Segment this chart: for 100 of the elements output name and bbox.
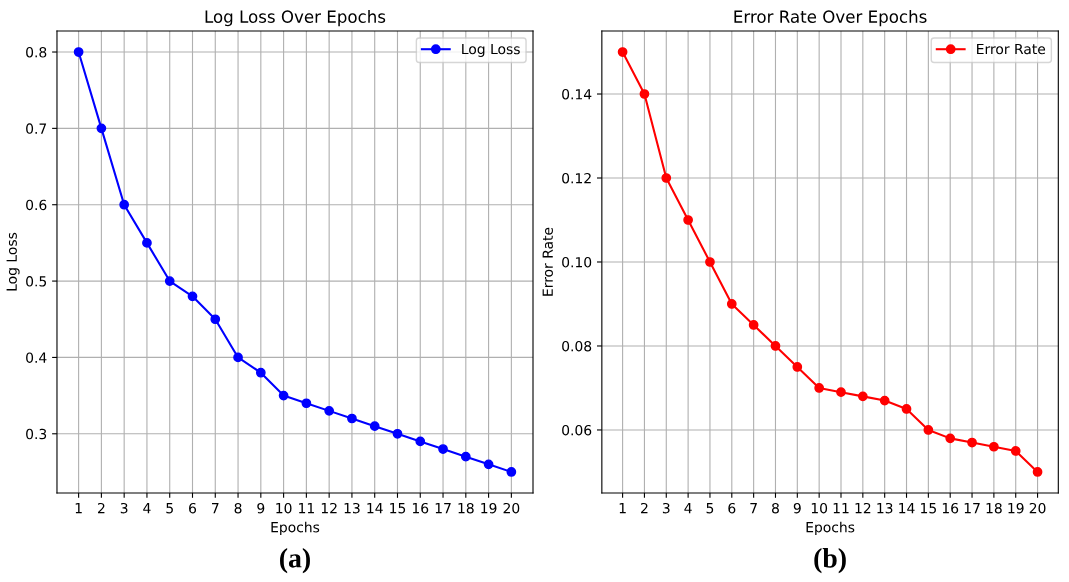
point <box>460 451 471 462</box>
x-tick-label: 6 <box>728 502 736 514</box>
point <box>187 291 198 302</box>
x-tick-label: 5 <box>706 503 714 514</box>
x-tick-label: 16 <box>412 502 429 514</box>
point <box>164 276 175 286</box>
y-tick-label: 0.3 <box>26 428 47 440</box>
point <box>324 406 335 416</box>
point <box>901 404 912 414</box>
x-tick-label: 8 <box>772 502 779 514</box>
x-tick-label: 16 <box>942 502 959 514</box>
x-tick-label: 4 <box>684 503 692 514</box>
y-tick-label: 0.4 <box>26 352 47 363</box>
legend-label: Error Rate <box>977 43 1046 55</box>
x-tick-label: 19 <box>1008 502 1024 514</box>
point <box>142 238 152 248</box>
point <box>119 199 130 210</box>
point <box>989 441 999 452</box>
x-tick-label: 19 <box>481 502 497 514</box>
point <box>923 425 934 435</box>
point <box>792 362 803 372</box>
x-tick-label: 13 <box>344 502 360 514</box>
point <box>726 299 737 309</box>
y-tick-label: 0.06 <box>562 424 592 436</box>
point <box>857 391 868 402</box>
y-axis-title: Error Rate <box>542 227 553 296</box>
point <box>617 47 628 57</box>
x-tick-label: 7 <box>750 503 757 514</box>
text: (b) <box>814 548 846 574</box>
x-tick-label: 9 <box>257 502 265 514</box>
point <box>1032 467 1043 477</box>
y-tick-label: 0.12 <box>562 172 591 184</box>
y-axis-title: Log Loss <box>6 232 20 291</box>
point <box>255 367 266 378</box>
point <box>369 421 380 432</box>
point <box>705 257 715 267</box>
y-tick-label: 0.6 <box>26 199 47 211</box>
point <box>661 173 672 183</box>
x-axis-title: Epochs <box>271 521 320 536</box>
point <box>278 390 289 401</box>
x-tick-label: 2 <box>97 502 105 514</box>
x-tick-label: 14 <box>367 503 383 514</box>
x-tick-label: 12 <box>321 502 337 514</box>
point <box>415 436 426 447</box>
x-tick-label: 12 <box>855 502 871 514</box>
x-tick-label: 10 <box>276 502 292 514</box>
x-tick-label: 18 <box>986 502 1002 514</box>
point <box>506 467 517 477</box>
point <box>1010 446 1021 456</box>
x-tick-label: 10 <box>811 502 828 514</box>
x-tick-label: 2 <box>641 502 648 514</box>
x-tick-label: 11 <box>833 503 849 514</box>
x-tick-label: 5 <box>166 503 173 514</box>
point <box>770 341 781 351</box>
point <box>301 398 312 409</box>
y-tick-label: 0.08 <box>562 340 592 352</box>
chart-title: Log Loss Over Epochs <box>205 10 386 27</box>
x-tick-label: 14 <box>899 503 915 514</box>
x-tick-label: 9 <box>793 502 801 514</box>
y-tick-label: 0.10 <box>562 256 592 268</box>
point <box>210 314 221 325</box>
x-tick-label: 11 <box>299 503 314 514</box>
point <box>814 383 825 393</box>
x-tick-label: 18 <box>458 502 474 514</box>
x-tick-label: 3 <box>120 502 128 514</box>
point <box>967 437 977 448</box>
x-tick-label: 1 <box>75 503 82 514</box>
x-tick-label: 13 <box>877 502 893 514</box>
x-tick-label: 3 <box>662 502 670 514</box>
y-tick-label: 0.7 <box>26 123 47 134</box>
chart-title: Error Rate Over Epochs <box>734 10 927 27</box>
point <box>347 413 357 424</box>
x-tick-label: 8 <box>234 502 242 514</box>
x-tick-label: 7 <box>211 503 219 514</box>
point <box>73 47 84 57</box>
point <box>945 433 956 444</box>
point <box>438 444 448 454</box>
x-axis-title: Epochs <box>806 521 855 536</box>
point <box>748 320 759 330</box>
x-tick-label: 4 <box>143 503 151 514</box>
x-tick-label: 20 <box>1029 502 1046 514</box>
point <box>836 387 846 398</box>
point <box>233 352 243 363</box>
y-tick-label: 0.14 <box>562 88 592 100</box>
point <box>639 89 650 99</box>
point <box>96 123 107 134</box>
x-tick-label: 1 <box>619 503 626 514</box>
x-tick-label: 17 <box>435 503 451 514</box>
point <box>392 428 403 439</box>
x-tick-label: 15 <box>390 503 406 514</box>
x-tick-label: 17 <box>964 503 980 514</box>
point <box>683 215 693 225</box>
point <box>879 395 890 406</box>
point <box>483 459 494 470</box>
y-tick-label: 0.5 <box>26 276 47 287</box>
x-tick-label: 20 <box>503 502 520 514</box>
text: (a) <box>280 548 310 574</box>
x-tick-label: 6 <box>189 502 197 514</box>
x-tick-label: 15 <box>921 503 936 514</box>
y-tick-label: 0.8 <box>26 46 47 58</box>
